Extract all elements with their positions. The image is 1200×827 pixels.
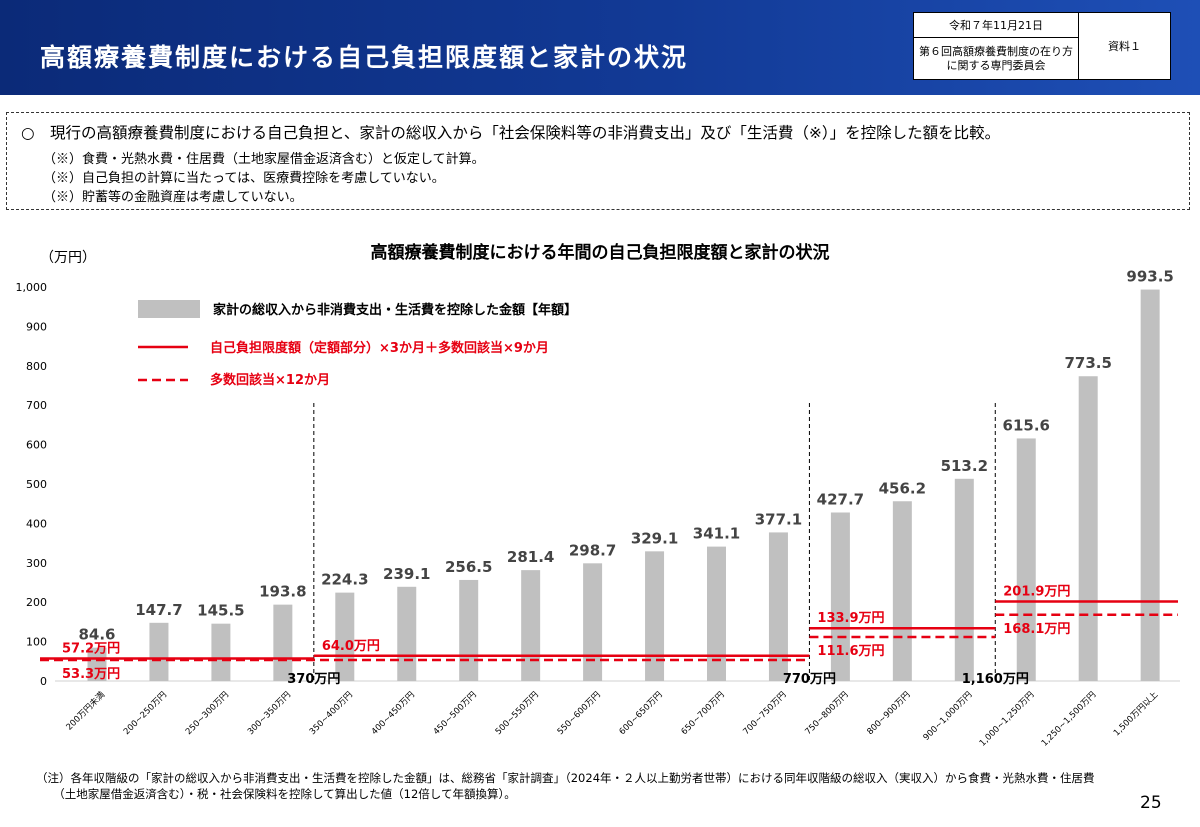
x-tick-label: 350~400万円 <box>308 690 355 737</box>
x-tick-label: 300~350万円 <box>246 690 293 737</box>
step-line-label: 168.1万円 <box>1003 622 1070 637</box>
header-banner: 高額療養費制度における自己負担限度額と家計の状況 令和７年11月21日 第６回高… <box>0 0 1200 95</box>
bar-value-label: 377.1 <box>755 510 802 528</box>
y-tick-label: 600 <box>26 439 47 452</box>
y-axis-unit: （万円） <box>40 250 96 266</box>
x-tick-label: 200万円未満 <box>64 689 108 733</box>
footnote-line: （注）各年収階級の「家計の総収入から非消費支出・生活費を控除した金額」は、総務省… <box>36 771 1095 785</box>
bar-value-label: 341.1 <box>693 525 740 543</box>
bar-value-label: 147.7 <box>135 601 182 619</box>
x-tick-label: 450~500万円 <box>432 690 479 737</box>
x-tick-label: 700~750万円 <box>741 690 788 737</box>
bar-value-label: 145.5 <box>197 602 244 620</box>
legend-label: 家計の総収入から非消費支出・生活費を控除した金額【年額】 <box>213 302 577 318</box>
step-line-label: 201.9万円 <box>1003 584 1070 599</box>
bar-value-label: 993.5 <box>1126 268 1173 286</box>
bar <box>397 586 417 681</box>
x-tick-label: 650~700万円 <box>680 690 727 737</box>
step-line-label: 57.2万円 <box>62 641 120 656</box>
meeting-date: 令和７年11月21日 <box>914 13 1078 38</box>
y-tick-label: 300 <box>26 557 47 570</box>
step-line-label: 53.3万円 <box>62 667 120 682</box>
y-tick-label: 0 <box>40 675 47 688</box>
bar <box>211 623 231 681</box>
x-tick-label: 500~550万円 <box>494 690 541 737</box>
bar-value-label: 773.5 <box>1064 354 1111 372</box>
bar <box>335 592 355 681</box>
bar <box>707 546 726 681</box>
bar-value-label: 615.6 <box>1003 416 1050 434</box>
bar-value-label: 224.3 <box>321 571 368 589</box>
bar <box>645 551 665 681</box>
step-line-label: 133.9万円 <box>817 611 884 626</box>
bar-value-label: 456.2 <box>879 479 926 497</box>
y-tick-label: 800 <box>26 360 47 373</box>
bar <box>149 622 169 681</box>
x-tick-label: 550~600万円 <box>556 690 603 737</box>
x-tick-label: 600~650万円 <box>618 690 665 737</box>
legend-label: 多数回該当×12か月 <box>210 372 330 388</box>
bar-value-label: 298.7 <box>569 541 616 559</box>
page-title: 高額療養費制度における自己負担限度額と家計の状況 <box>40 43 689 72</box>
bar <box>583 563 603 681</box>
x-tick-label: 900~1,000万円 <box>922 690 975 743</box>
threshold-label: 770万円 <box>783 672 836 687</box>
step-line-label: 64.0万円 <box>322 639 380 654</box>
bar <box>892 501 912 681</box>
x-tick-label: 1,000~1,250万円 <box>978 690 1037 749</box>
bar-value-label: 256.5 <box>445 558 492 576</box>
y-tick-label: 200 <box>26 596 47 609</box>
x-tick-label: 800~900万円 <box>865 690 912 737</box>
bar-value-label: 513.2 <box>941 457 988 475</box>
y-tick-label: 500 <box>26 478 47 491</box>
y-tick-label: 900 <box>26 320 47 333</box>
y-tick-label: 700 <box>26 399 47 412</box>
bar-value-label: 281.4 <box>507 548 554 566</box>
chart-title: 高額療養費制度における年間の自己負担限度額と家計の状況 <box>371 242 830 263</box>
document-label: 資料１ <box>1108 40 1141 53</box>
threshold-label: 370万円 <box>287 672 340 687</box>
y-tick-label: 100 <box>26 636 47 649</box>
bar-value-label: 239.1 <box>383 565 430 583</box>
bar <box>830 512 850 681</box>
footnote: （注）各年収階級の「家計の総収入から非消費支出・生活費を控除した金額」は、総務省… <box>36 770 1095 802</box>
bar-value-label: 84.6 <box>78 626 115 644</box>
bar <box>1078 376 1098 681</box>
page-number: 25 <box>1140 793 1162 813</box>
x-tick-label: 1,250~1,500万円 <box>1040 690 1099 749</box>
x-tick-label: 750~800万円 <box>803 690 850 737</box>
x-tick-label: 250~300万円 <box>184 690 231 737</box>
threshold-label: 1,160万円 <box>962 672 1029 687</box>
bar <box>273 604 293 681</box>
y-tick-label: 400 <box>26 517 47 530</box>
bar <box>521 570 541 681</box>
bar <box>459 579 479 681</box>
summary-sub-note: （※）食費・光熱水費・住居費（土地家屋借金返済含む）と仮定して計算。 <box>43 152 485 167</box>
legend-swatch-bar <box>138 300 200 318</box>
bar-value-label: 427.7 <box>817 490 864 508</box>
bar <box>1140 289 1160 681</box>
x-tick-label: 400~450万円 <box>370 690 417 737</box>
x-tick-label: 1,500万円以上 <box>1112 690 1161 739</box>
x-tick-label: 200~250万円 <box>122 690 169 737</box>
bar-value-label: 329.1 <box>631 529 678 547</box>
summary-main: ○ 現行の高額療養費制度における自己負担と、家計の総収入から「社会保険料等の非消… <box>21 124 1001 142</box>
document-info-box: 令和７年11月21日 第６回高額療養費制度の在り方に関する専門委員会 資料１ <box>913 12 1171 80</box>
summary-note-box: ○ 現行の高額療養費制度における自己負担と、家計の総収入から「社会保険料等の非消… <box>6 112 1190 210</box>
legend-label: 自己負担限度額（定額部分）×3か月＋多数回該当×9か月 <box>210 340 549 356</box>
y-tick-label: 1,000 <box>16 281 48 294</box>
bar <box>768 532 788 681</box>
bar <box>954 478 974 681</box>
committee-name: 第６回高額療養費制度の在り方に関する専門委員会 <box>919 44 1073 72</box>
summary-sub-note: （※）自己負担の計算に当たっては、医療費控除を考慮していない。 <box>43 171 445 186</box>
bar <box>1016 438 1036 681</box>
footnote-line: （土地家屋借金返済含む）・税・社会保険料を控除して算出した値（12倍して年額換算… <box>36 787 516 801</box>
bar <box>87 647 107 681</box>
bar-value-label: 193.8 <box>259 583 306 601</box>
summary-sub-note: （※）貯蓄等の金融資産は考慮していない。 <box>43 190 303 205</box>
step-line-label: 111.6万円 <box>817 644 884 659</box>
